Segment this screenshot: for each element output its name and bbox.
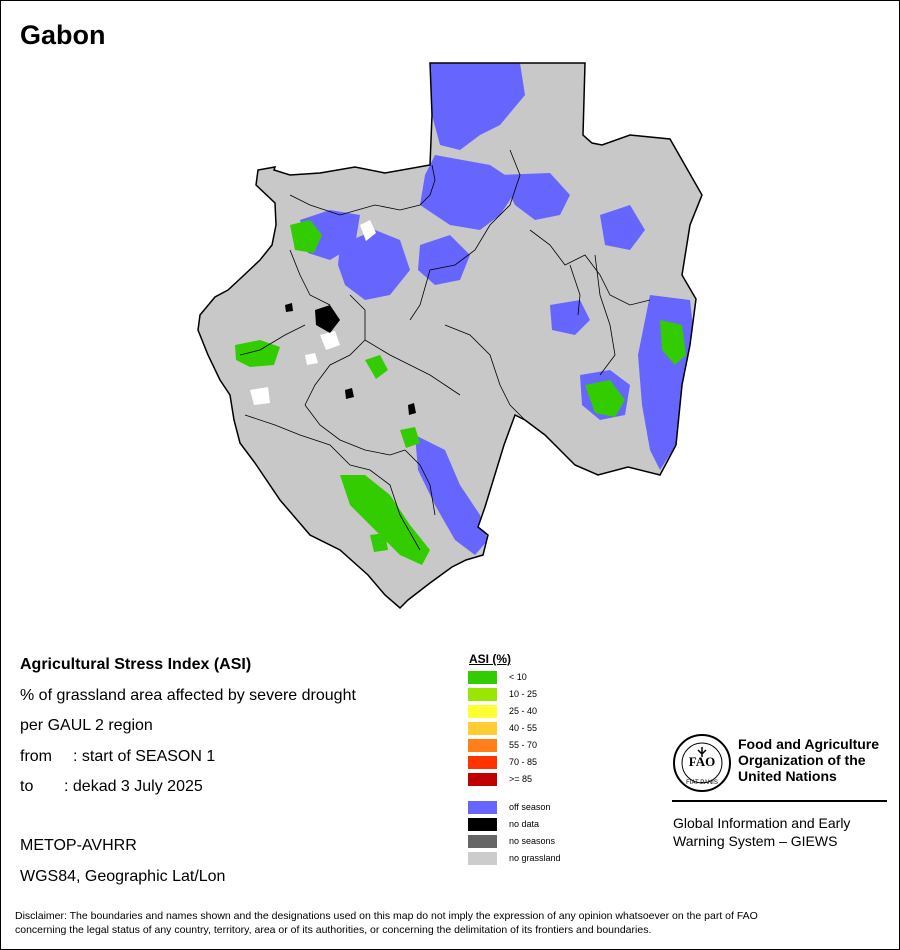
legend-label: 40 - 55 — [509, 723, 538, 733]
info-from-label: from — [20, 748, 52, 765]
legend-label: no data — [509, 819, 540, 829]
country-fill — [198, 63, 702, 608]
legend-label: 10 - 25 — [509, 689, 538, 699]
legend-swatch — [468, 671, 497, 684]
giews-line-1: Global Information and Early — [673, 815, 851, 831]
gabon-map-svg — [197, 62, 703, 610]
giews-name: Global Information and Early Warning Sys… — [673, 814, 850, 850]
legend-label: 70 - 85 — [509, 757, 538, 767]
org-line-2: Organization of the — [738, 752, 866, 768]
legend-label: < 10 — [509, 672, 527, 682]
legend-title: ASI (%) — [469, 652, 511, 666]
legend-label: no seasons — [509, 836, 556, 846]
country-title: Gabon — [20, 20, 106, 50]
asi-low-areas — [235, 220, 686, 565]
info-to-value: : dekad 3 July 2025 — [64, 778, 203, 795]
disclaimer: Disclaimer: The boundaries and names sho… — [15, 909, 885, 937]
gabon-map — [190, 55, 720, 615]
legend-swatch — [468, 705, 497, 718]
legend-label: >= 85 — [509, 774, 533, 784]
giews-line-2: Warning System – GIEWS — [673, 833, 838, 849]
info-to-label: to — [20, 778, 34, 795]
fao-logo-motto: FIAT PANIS — [686, 780, 718, 786]
org-line-3: United Nations — [738, 768, 837, 784]
disclaimer-line-1: Disclaimer: The boundaries and names sho… — [15, 910, 758, 922]
fao-logo-letters: FAO — [689, 754, 715, 769]
legend-swatch — [468, 739, 497, 752]
country-outline — [197, 62, 703, 610]
legend-label: 55 - 70 — [509, 740, 538, 750]
legend-swatch — [468, 852, 497, 865]
info-projection: WGS84, Geographic Lat/Lon — [20, 868, 226, 885]
legend-swatch — [468, 835, 497, 848]
legend-label: no grassland — [509, 853, 561, 863]
legend-swatch — [468, 722, 497, 735]
legend-swatch — [468, 773, 497, 786]
asi-classes — [235, 63, 695, 565]
no-grassland-areas — [250, 220, 376, 405]
info-sensor: METOP-AVHRR — [20, 837, 137, 854]
legend-swatch — [468, 688, 497, 701]
org-line-1: Food and Agriculture — [738, 736, 880, 752]
org-divider — [672, 800, 887, 802]
info-region-level: per GAUL 2 region — [20, 717, 153, 734]
legend-swatch — [468, 801, 497, 814]
no-data-areas — [285, 303, 416, 415]
info-title: Agricultural Stress Index (ASI) — [20, 656, 252, 673]
region-boundaries — [239, 149, 651, 551]
organization-name: Food and Agriculture Organization of the… — [738, 736, 879, 784]
legend-label: off season — [509, 802, 551, 812]
info-description: % of grassland area affected by severe d… — [20, 687, 356, 704]
fao-logo-icon: FAO FIAT PANIS — [672, 733, 732, 793]
disclaimer-line-2: concerning the legal status of any count… — [15, 924, 652, 936]
legend-label: 25 - 40 — [509, 706, 538, 716]
legend-swatch — [468, 818, 497, 831]
info-from-value: : start of SEASON 1 — [73, 748, 216, 765]
legend-swatch — [468, 756, 497, 769]
